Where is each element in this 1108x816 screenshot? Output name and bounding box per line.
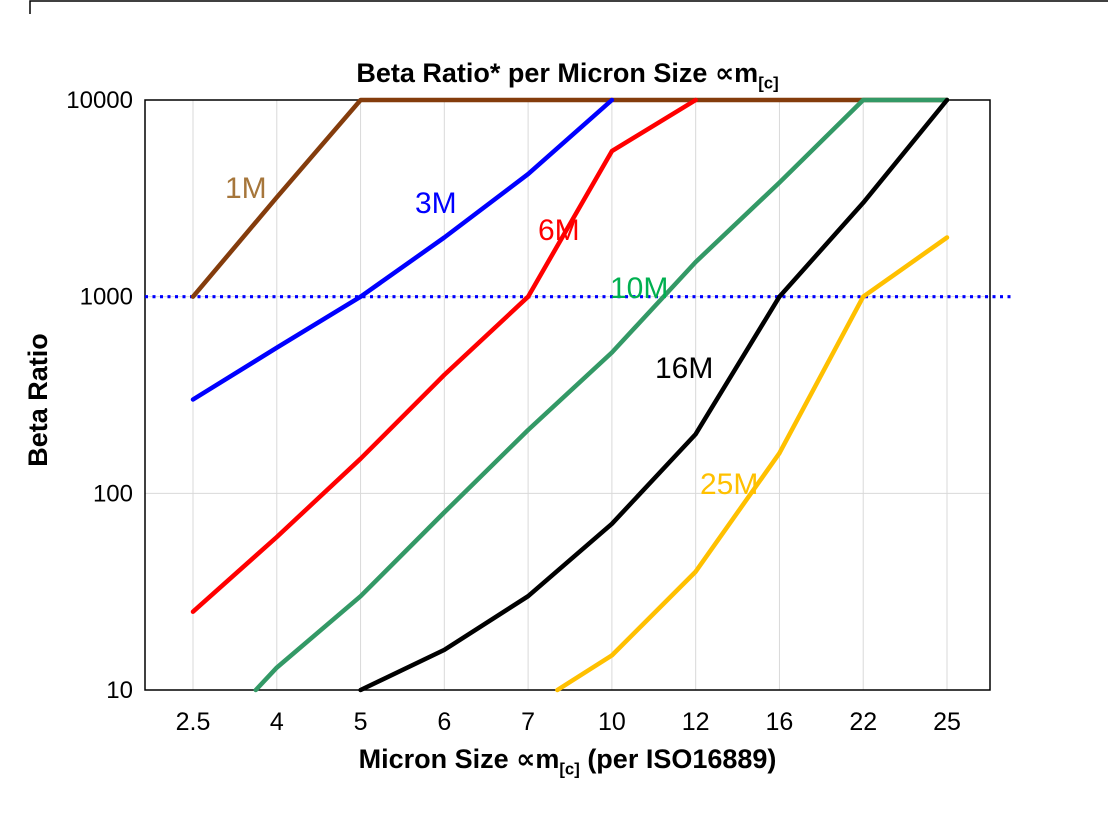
x-tick-label: 22 bbox=[849, 708, 877, 736]
y-tick-label: 10 bbox=[106, 677, 133, 704]
y-axis-title: Beta Ratio bbox=[23, 333, 53, 467]
x-axis-title-subscript: [c] bbox=[559, 759, 580, 779]
chart-title-text: Beta Ratio* per Micron Size bbox=[356, 58, 715, 88]
x-tick-label: 6 bbox=[437, 708, 451, 736]
x-axis-title-symbol: ∝m bbox=[516, 744, 560, 774]
y-tick-label: 100 bbox=[93, 480, 133, 507]
x-tick-label: 10 bbox=[598, 708, 626, 736]
window-border bbox=[29, 0, 1108, 14]
y-tick-label: 10000 bbox=[66, 87, 133, 114]
series-line-25M bbox=[555, 235, 950, 693]
series-line-16M bbox=[358, 97, 950, 693]
chart-title-symbol: ∝m bbox=[714, 58, 759, 88]
series-line-3M bbox=[190, 97, 615, 402]
x-axis-title-suffix: (per ISO16889) bbox=[579, 744, 777, 774]
x-axis-title: Micron Size ∝m[c] (per ISO16889) bbox=[145, 744, 990, 779]
series-line-10M bbox=[253, 97, 950, 693]
series-label-3M: 3M bbox=[415, 187, 457, 220]
series-label-1M: 1M bbox=[225, 172, 267, 205]
series-label-25M: 25M bbox=[700, 468, 758, 501]
y-tick-label: 1000 bbox=[80, 284, 133, 311]
x-tick-label: 25 bbox=[933, 708, 961, 736]
series-label-10M: 10M bbox=[610, 272, 668, 305]
x-tick-label: 16 bbox=[766, 708, 794, 736]
chart-title-subscript: [c] bbox=[758, 73, 779, 93]
series-label-16M: 16M bbox=[655, 352, 713, 385]
x-tick-label: 4 bbox=[270, 708, 284, 736]
x-tick-label: 7 bbox=[521, 708, 535, 736]
chart-title: Beta Ratio* per Micron Size ∝m[c] bbox=[145, 58, 990, 93]
x-tick-label: 12 bbox=[682, 708, 710, 736]
series-line-1M bbox=[190, 97, 950, 299]
series-label-6M: 6M bbox=[538, 214, 580, 247]
x-tick-label: 2.5 bbox=[176, 708, 211, 736]
series-line-6M bbox=[190, 97, 698, 614]
x-axis-title-text: Micron Size bbox=[358, 744, 517, 774]
x-tick-label: 5 bbox=[354, 708, 368, 736]
